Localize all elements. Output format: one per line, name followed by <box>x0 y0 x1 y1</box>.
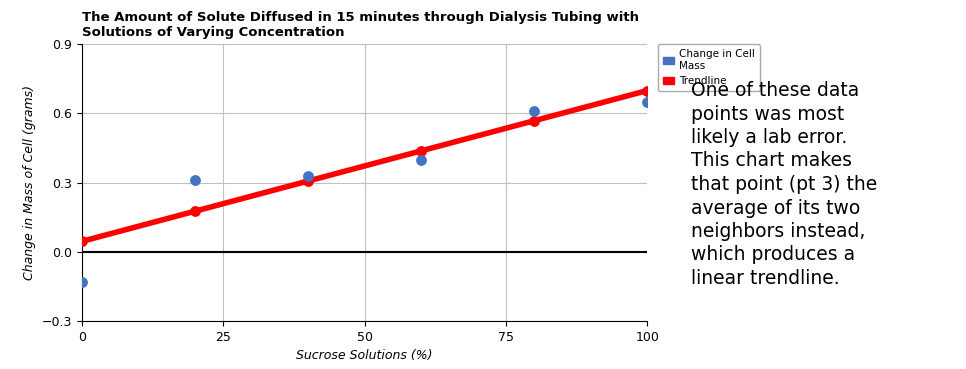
Point <box>300 173 316 179</box>
Point <box>300 178 316 184</box>
Point <box>74 238 90 244</box>
Point <box>413 156 429 162</box>
Text: The Amount of Solute Diffused in 15 minutes through Dialysis Tubing with
Solutio: The Amount of Solute Diffused in 15 minu… <box>82 11 639 39</box>
Point <box>187 177 203 183</box>
Point <box>526 118 542 124</box>
Point <box>74 279 90 285</box>
X-axis label: Sucrose Solutions (%): Sucrose Solutions (%) <box>297 349 433 362</box>
Point <box>526 108 542 114</box>
Point <box>639 87 655 93</box>
Point <box>187 208 203 214</box>
Legend: Change in Cell
Mass, Trendline: Change in Cell Mass, Trendline <box>658 44 760 91</box>
Text: One of these data
points was most
likely a lab error.
This chart makes
that poin: One of these data points was most likely… <box>691 81 877 288</box>
Point <box>413 148 429 154</box>
Y-axis label: Change in Mass of Cell (grams): Change in Mass of Cell (grams) <box>23 85 37 280</box>
Point <box>639 99 655 105</box>
